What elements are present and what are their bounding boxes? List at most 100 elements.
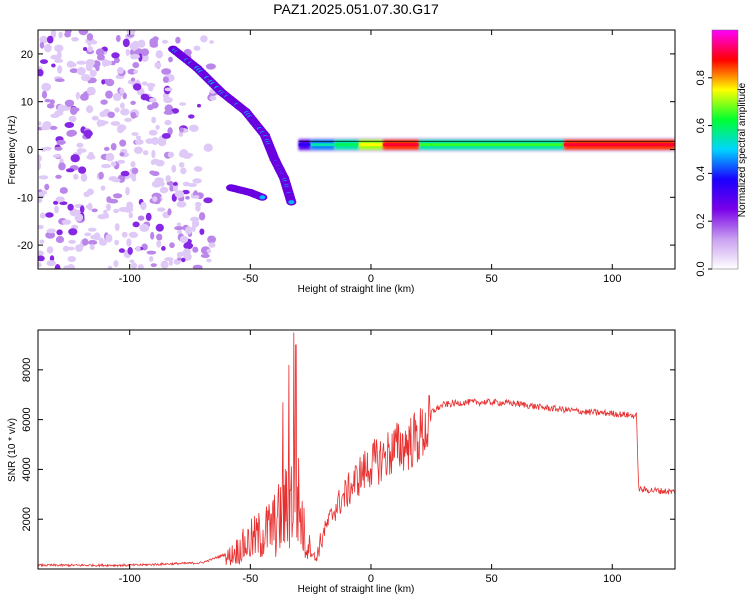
noise-blob (90, 234, 98, 240)
snr-frame (37, 329, 676, 570)
noise-blob (46, 35, 54, 44)
noise-blob (149, 170, 156, 175)
noise-blob (175, 36, 181, 44)
noise-blob (54, 146, 63, 151)
noise-blob (39, 212, 46, 219)
noise-blob (145, 212, 152, 221)
noise-blob (107, 111, 115, 119)
noise-blob (82, 238, 89, 246)
noise-blob (54, 58, 64, 63)
noise-blob (119, 152, 125, 157)
noise-blob (168, 259, 173, 266)
noise-blob (99, 237, 104, 244)
x-tick-label: 100 (603, 273, 621, 285)
noise-blob (104, 146, 110, 151)
noise-blob (141, 81, 148, 86)
noise-blob (188, 114, 195, 119)
noise-blob (189, 124, 199, 132)
noise-blob (130, 161, 136, 168)
noise-blob (168, 56, 173, 63)
noise-blob (49, 125, 58, 130)
noise-blob (46, 103, 55, 109)
noise-blob (154, 177, 164, 184)
noise-blob (184, 152, 194, 157)
noise-blob (161, 246, 166, 251)
noise-blob (150, 263, 157, 267)
noise-blob (103, 209, 108, 214)
noise-blob (140, 48, 150, 56)
noise-blob (133, 69, 138, 74)
noise-blob (100, 99, 108, 105)
noise-blob (167, 151, 175, 158)
noise-blob (125, 186, 130, 196)
noise-blob (192, 178, 202, 184)
noise-blob (125, 48, 130, 56)
noise-blob (135, 245, 141, 252)
noise-blob (161, 133, 171, 139)
noise-blob (146, 82, 156, 88)
noise-blob (154, 61, 162, 69)
noise-blob (133, 83, 142, 91)
noise-blob (70, 62, 77, 67)
noise-blob (57, 65, 63, 74)
noise-blob (52, 154, 62, 158)
noise-blob (70, 154, 80, 163)
noise-blob (176, 222, 182, 227)
noise-blob (167, 127, 173, 136)
chart-title: PAZ1.2025.051.07.30.G17 (273, 1, 439, 17)
noise-blob (164, 104, 173, 113)
noise-blob (70, 107, 80, 113)
noise-blob (128, 212, 133, 219)
noise-blob (54, 78, 65, 82)
noise-blob (179, 127, 184, 133)
noise-blob (137, 264, 144, 269)
noise-blob (176, 201, 187, 208)
x-tick-label: 0 (368, 573, 374, 585)
noise-blob (164, 119, 172, 126)
noise-blob (114, 57, 120, 64)
noise-blob (151, 137, 159, 145)
noise-blob (110, 143, 117, 151)
spectrogram-x-axis-label: Height of straight line (km) (298, 284, 415, 295)
spectrogram-noise (38, 30, 218, 269)
noise-blob (119, 139, 127, 147)
noise-blob (66, 130, 76, 137)
noise-blob (198, 212, 206, 221)
noise-blob (127, 247, 133, 255)
noise-blob (137, 215, 145, 221)
noise-blob (76, 142, 84, 148)
noise-blob (78, 30, 89, 36)
colorbar-gradient (712, 30, 738, 269)
noise-blob (59, 201, 68, 206)
noise-blob (85, 204, 91, 209)
noise-blob (160, 261, 169, 269)
noise-blob (114, 239, 119, 246)
noise-blob (149, 256, 154, 262)
colorbar-frame (711, 29, 739, 270)
y-tick-label: 20 (21, 49, 33, 61)
noise-blob (86, 33, 94, 41)
noise-blob (101, 163, 111, 169)
noise-blob (120, 170, 130, 177)
noise-blob (205, 63, 216, 70)
noise-blob (95, 64, 100, 72)
noise-blob (128, 231, 139, 238)
noise-blob (174, 190, 185, 199)
noise-blob (46, 260, 56, 267)
noise-blob (157, 207, 166, 212)
noise-blob (114, 223, 120, 232)
noise-blob (68, 115, 77, 123)
noise-blob (113, 208, 120, 214)
noise-blob (156, 233, 163, 241)
noise-blob (121, 231, 128, 238)
carrier-core (334, 143, 359, 147)
noise-blob (75, 91, 80, 100)
noise-blob (179, 102, 187, 106)
y-tick-label: -20 (17, 240, 33, 252)
noise-blob (183, 242, 194, 250)
noise-blob (86, 188, 94, 196)
x-tick-label: 100 (603, 573, 621, 585)
noise-blob (192, 195, 200, 199)
noise-blob (76, 148, 87, 154)
